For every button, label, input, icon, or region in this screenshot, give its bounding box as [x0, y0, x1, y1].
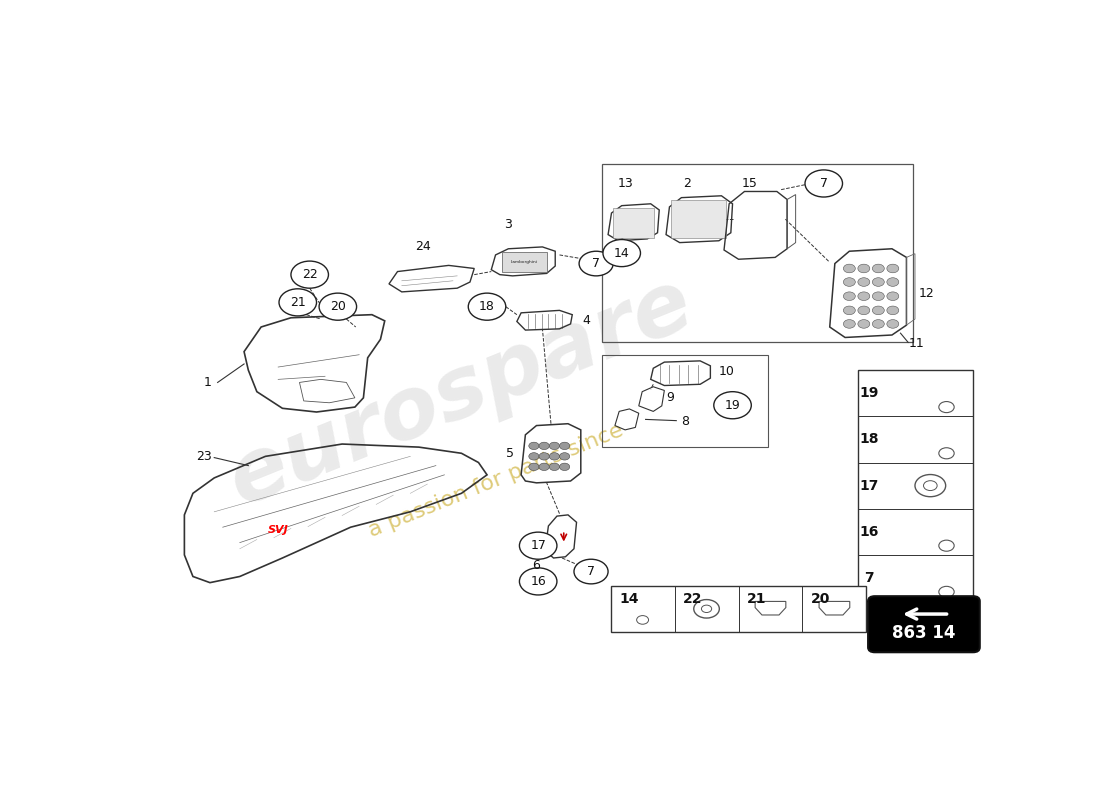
Text: 14: 14: [619, 592, 639, 606]
FancyBboxPatch shape: [613, 208, 654, 238]
Circle shape: [872, 306, 884, 314]
Circle shape: [858, 292, 870, 301]
Text: 23: 23: [196, 450, 212, 463]
Text: 8: 8: [681, 414, 690, 428]
Text: 18: 18: [859, 433, 879, 446]
Circle shape: [539, 463, 549, 470]
Text: 4: 4: [583, 314, 591, 326]
Circle shape: [529, 463, 539, 470]
Circle shape: [805, 170, 843, 197]
Circle shape: [519, 532, 557, 559]
Text: 12: 12: [918, 286, 934, 300]
Text: 19: 19: [859, 386, 879, 400]
Circle shape: [858, 264, 870, 273]
Circle shape: [872, 278, 884, 286]
Circle shape: [279, 289, 317, 316]
Circle shape: [887, 320, 899, 328]
Circle shape: [539, 453, 549, 460]
Circle shape: [519, 568, 557, 595]
Circle shape: [603, 239, 640, 266]
Circle shape: [844, 278, 856, 286]
Text: a passion for parts since: a passion for parts since: [365, 421, 626, 542]
Text: 21: 21: [747, 592, 767, 606]
Text: 9: 9: [666, 391, 674, 404]
Circle shape: [887, 264, 899, 273]
Circle shape: [872, 264, 884, 273]
Circle shape: [574, 559, 608, 584]
Circle shape: [887, 292, 899, 301]
Text: 7: 7: [592, 257, 601, 270]
Text: 11: 11: [909, 337, 925, 350]
Text: 7: 7: [820, 177, 828, 190]
Text: 20: 20: [330, 300, 345, 313]
Text: 13: 13: [617, 177, 632, 190]
Text: 24: 24: [415, 241, 431, 254]
Text: 7: 7: [865, 571, 873, 585]
Circle shape: [292, 261, 329, 288]
Circle shape: [872, 292, 884, 301]
Circle shape: [844, 264, 856, 273]
Text: 17: 17: [859, 478, 879, 493]
Circle shape: [887, 306, 899, 314]
Text: 10: 10: [719, 366, 735, 378]
Circle shape: [844, 306, 856, 314]
FancyBboxPatch shape: [868, 596, 980, 652]
Circle shape: [858, 278, 870, 286]
Circle shape: [319, 293, 356, 320]
FancyBboxPatch shape: [503, 253, 547, 272]
Circle shape: [714, 392, 751, 418]
Circle shape: [844, 320, 856, 328]
Circle shape: [560, 453, 570, 460]
Circle shape: [560, 463, 570, 470]
Circle shape: [549, 442, 560, 450]
FancyBboxPatch shape: [610, 586, 867, 632]
Circle shape: [858, 320, 870, 328]
Circle shape: [887, 278, 899, 286]
Circle shape: [539, 442, 549, 450]
Text: Lamborghini: Lamborghini: [512, 260, 538, 264]
Text: 20: 20: [811, 592, 830, 606]
Text: 1: 1: [204, 376, 211, 389]
Circle shape: [858, 306, 870, 314]
Text: 2: 2: [683, 177, 691, 190]
FancyBboxPatch shape: [858, 370, 972, 601]
FancyBboxPatch shape: [671, 200, 726, 238]
Text: 19: 19: [725, 398, 740, 412]
Text: 17: 17: [530, 539, 546, 552]
Text: 863 14: 863 14: [892, 623, 956, 642]
Text: 16: 16: [859, 525, 879, 539]
Circle shape: [549, 463, 560, 470]
Circle shape: [469, 293, 506, 320]
Text: 16: 16: [530, 575, 546, 588]
Text: 3: 3: [505, 218, 513, 230]
Circle shape: [560, 442, 570, 450]
Text: 7: 7: [587, 565, 595, 578]
Circle shape: [579, 251, 613, 276]
Circle shape: [872, 320, 884, 328]
Text: 5: 5: [506, 446, 515, 460]
Circle shape: [549, 453, 560, 460]
Text: 21: 21: [290, 296, 306, 309]
Text: SVJ: SVJ: [267, 526, 288, 535]
Text: 18: 18: [480, 300, 495, 313]
Circle shape: [844, 292, 856, 301]
Text: 6: 6: [532, 559, 540, 572]
Text: eurospare: eurospare: [217, 261, 706, 522]
Text: 14: 14: [614, 246, 629, 259]
Text: 15: 15: [741, 177, 758, 190]
Circle shape: [529, 442, 539, 450]
Text: 22: 22: [683, 592, 703, 606]
Circle shape: [529, 453, 539, 460]
Text: 22: 22: [301, 268, 318, 281]
